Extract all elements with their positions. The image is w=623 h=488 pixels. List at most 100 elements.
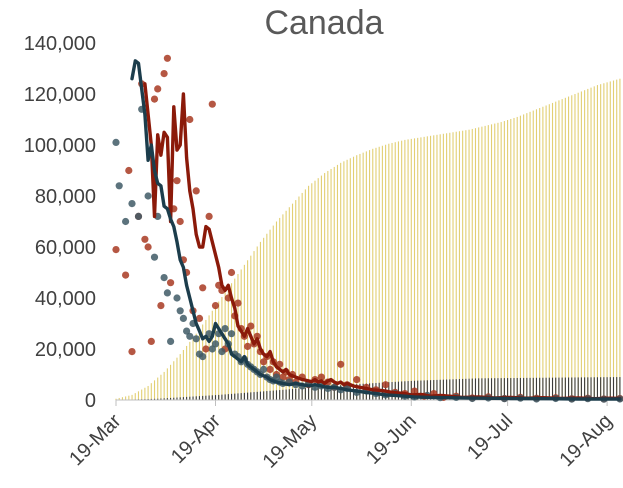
bar: [327, 386, 329, 400]
bar: [272, 390, 274, 400]
bar: [137, 391, 140, 400]
scatter-point: [382, 381, 390, 389]
bar: [606, 377, 608, 400]
bar: [279, 217, 281, 400]
bar: [388, 143, 390, 401]
bar: [195, 396, 197, 400]
bar: [490, 378, 493, 400]
bar: [612, 80, 615, 401]
scatter-point: [199, 353, 207, 361]
bar: [301, 388, 303, 400]
bar: [449, 132, 451, 400]
y-tick-label: 140,000: [24, 33, 96, 55]
bar: [269, 229, 271, 400]
bar: [484, 378, 486, 400]
bar: [551, 102, 554, 401]
bar: [519, 377, 521, 400]
scatter-point: [195, 314, 204, 322]
bar: [571, 95, 573, 400]
bar: [317, 178, 319, 400]
bar: [147, 385, 149, 400]
bar: [198, 396, 200, 400]
bar: [153, 398, 156, 400]
bar: [282, 214, 284, 400]
bar: [343, 384, 345, 400]
bar: [555, 377, 557, 400]
bar: [330, 168, 332, 400]
bar: [600, 84, 602, 400]
bar: [426, 380, 428, 400]
bar: [455, 379, 457, 400]
x-tick-label: 19-Jul: [463, 410, 517, 464]
bar: [539, 377, 541, 400]
scatter-point: [112, 138, 120, 146]
bar: [263, 237, 265, 400]
bar: [288, 207, 290, 400]
bar: [231, 393, 233, 400]
bar: [513, 117, 515, 400]
bar: [603, 83, 605, 400]
scatter-point: [157, 302, 165, 310]
scatter-point: [183, 327, 191, 335]
bar: [365, 151, 367, 401]
bar: [263, 391, 265, 400]
bar: [208, 395, 210, 400]
bar: [205, 319, 207, 400]
bar: [490, 124, 493, 400]
scatter-point: [160, 274, 168, 282]
scatter-point: [122, 217, 130, 226]
bar: [189, 341, 191, 400]
scatter-point: [192, 187, 200, 195]
bar: [320, 175, 322, 400]
bar: [186, 345, 188, 400]
bar: [150, 398, 152, 400]
scatter-point: [253, 332, 261, 340]
series-lines: [130, 59, 622, 401]
scatter-point: [211, 340, 220, 348]
x-tick-label: 19-Jun: [362, 410, 421, 469]
scatter-point: [208, 100, 216, 108]
bar: [221, 394, 223, 400]
bar: [173, 397, 175, 400]
scatter-point: [227, 268, 236, 277]
bar: [446, 379, 448, 400]
series-line: [143, 82, 622, 401]
bar: [131, 394, 133, 400]
bar: [269, 390, 271, 400]
bar: [500, 122, 502, 401]
bar: [336, 164, 339, 400]
bar: [568, 377, 570, 400]
scatter-point: [147, 337, 155, 345]
bar: [304, 388, 306, 400]
bar: [519, 115, 521, 401]
bar: [484, 125, 486, 401]
bar: [394, 142, 396, 400]
y-tick-label: 20,000: [35, 339, 96, 361]
bar: [179, 354, 181, 400]
bar: [346, 159, 348, 400]
scatter-point: [167, 337, 175, 345]
scatter-point: [410, 387, 419, 395]
bar: [330, 385, 332, 400]
scatter-point: [337, 360, 345, 368]
bar: [442, 133, 444, 400]
bar: [494, 123, 496, 400]
bar: [282, 389, 284, 400]
bar: [600, 377, 602, 400]
bar: [298, 196, 300, 400]
bar: [256, 391, 258, 400]
bar: [410, 138, 412, 400]
bar: [266, 391, 268, 400]
scatter-point: [128, 348, 136, 356]
bar: [423, 136, 425, 400]
bar: [487, 125, 489, 401]
bar: [240, 393, 242, 400]
bar: [510, 378, 512, 400]
bar: [494, 378, 496, 400]
scatter-point: [163, 289, 171, 297]
bar: [430, 380, 432, 400]
bar: [163, 371, 165, 400]
bar: [279, 390, 281, 400]
bar: [288, 389, 290, 400]
bar: [349, 158, 351, 400]
